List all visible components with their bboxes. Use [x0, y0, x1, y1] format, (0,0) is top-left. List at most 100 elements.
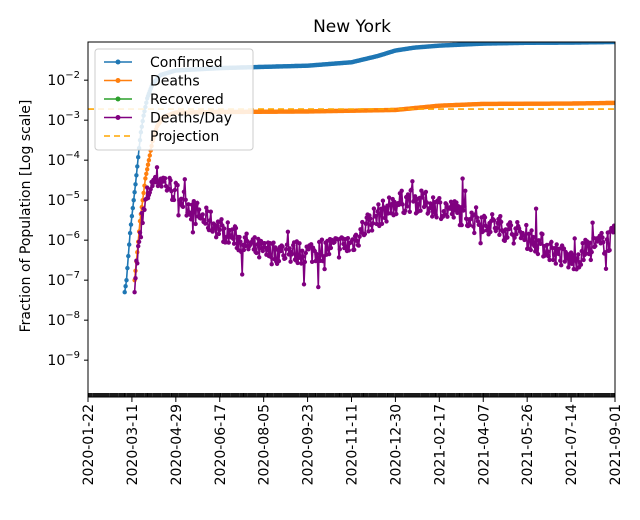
legend-marker-deaths: [115, 78, 121, 83]
series-confirmed-point: [132, 190, 137, 195]
series-deaths-day-point: [459, 222, 464, 228]
series-deaths-day-point: [200, 212, 205, 217]
series-deaths-day-point: [193, 221, 198, 227]
series-deaths-point: [147, 153, 152, 158]
series-deaths-day-point: [394, 211, 399, 217]
series-deaths-day-point: [430, 195, 436, 200]
series-deaths-day-point: [578, 262, 584, 267]
series-deaths-day-point: [527, 238, 533, 243]
x-tick-label: 2021-05-26: [520, 404, 536, 485]
series-deaths-day-point: [612, 226, 615, 231]
series-deaths-point: [145, 162, 151, 167]
series-deaths-day-point: [407, 209, 412, 214]
series-deaths-day-point: [430, 214, 435, 219]
series-deaths-day-point: [449, 211, 455, 217]
series-deaths-day-point: [219, 217, 224, 222]
series-deaths-day-point: [400, 202, 405, 207]
series-deaths-day-point: [316, 284, 321, 290]
series-deaths-day-point: [529, 228, 534, 233]
series-deaths-day-point: [450, 202, 455, 208]
series-deaths-day-point: [581, 257, 586, 263]
series-deaths-day-point: [283, 247, 289, 252]
series-deaths-day-point: [252, 235, 257, 240]
y-axis-label: Fraction of Population [Log scale]: [18, 100, 34, 333]
x-tick-label: 2020-06-17: [213, 404, 229, 485]
series-confirmed-point: [136, 155, 141, 160]
series-deaths-day-point: [183, 197, 188, 202]
series-deaths-day-point: [222, 226, 227, 231]
series-deaths-day-point: [467, 222, 472, 228]
series-deaths-day-point: [371, 206, 377, 211]
series-deaths-day-point: [462, 203, 467, 209]
series-deaths-day-point: [538, 241, 543, 246]
series-deaths-day-point: [531, 234, 536, 240]
series-deaths-point: [141, 190, 146, 196]
series-deaths-day-point: [214, 223, 220, 228]
series-confirmed-point: [128, 222, 134, 227]
series-deaths-day-point: [475, 219, 481, 224]
series-deaths-day-point: [214, 235, 219, 240]
series-deaths-day-point: [208, 209, 213, 214]
series-deaths-day-point: [588, 257, 593, 263]
series-deaths-day-point: [265, 247, 270, 253]
series-deaths-day-point: [326, 251, 332, 257]
series-deaths-day-point: [556, 251, 561, 257]
series-deaths-day-point: [176, 213, 181, 218]
series-deaths-day-point: [482, 215, 488, 220]
series-deaths-day-point: [168, 178, 173, 183]
series-deaths-day-point: [526, 231, 532, 236]
series-deaths-day-point: [561, 246, 567, 251]
series-confirmed-point: [135, 164, 140, 169]
series-deaths-day-point: [315, 255, 320, 260]
series-confirmed-point: [612, 42, 615, 45]
series-deaths-day-point: [138, 235, 144, 240]
series-deaths-day-point: [546, 254, 551, 259]
series-deaths-day-point: [451, 215, 456, 220]
series-deaths-day-point: [551, 257, 556, 263]
series-deaths-day-point: [508, 223, 514, 228]
series-deaths-day-point: [604, 237, 610, 242]
series-deaths-day-point: [238, 239, 243, 244]
series-deaths-day-point: [434, 215, 439, 220]
series-deaths-day-point: [488, 229, 493, 235]
y-tick-label: 10−8: [47, 310, 80, 329]
series-deaths-day-point: [295, 260, 300, 266]
series-deaths-day-point: [491, 218, 497, 223]
series-deaths-day-point: [363, 221, 368, 226]
x-tick-label: 2020-08-05: [257, 404, 273, 485]
series-deaths-day-point: [551, 252, 557, 257]
legend-label-recovered: Recovered: [150, 92, 224, 108]
series-deaths-day-point: [269, 262, 274, 267]
x-tick-label: 2020-01-22: [81, 404, 97, 485]
series-deaths-day-point: [512, 235, 517, 240]
series-deaths-day-point: [484, 228, 489, 233]
series-deaths-day-point: [195, 200, 200, 206]
series-confirmed-point: [123, 284, 128, 289]
series-deaths-day-point: [204, 205, 209, 210]
series-deaths-point: [144, 171, 149, 176]
x-tick-label: 2021-02-17: [432, 404, 448, 485]
series-deaths-day-point: [603, 266, 609, 271]
series-deaths-day-point: [575, 256, 580, 261]
series-deaths-day-point: [426, 209, 431, 214]
series-deaths-day-point: [190, 230, 196, 235]
y-tick-label: 10−7: [47, 270, 80, 289]
series-deaths-day-point: [145, 185, 150, 190]
series-deaths-day-point: [515, 220, 520, 225]
series-deaths-day-point: [498, 214, 503, 219]
series-deaths-day-point: [602, 250, 608, 255]
series-deaths-day-point: [181, 189, 187, 194]
series-deaths-day-point: [153, 174, 158, 180]
series-deaths-day-point: [171, 197, 177, 203]
series-deaths-day-point: [463, 188, 468, 193]
series-deaths-day-point: [448, 199, 454, 204]
legend-label-deaths-day: Deaths/Day: [150, 111, 232, 127]
series-deaths-day-point: [299, 261, 304, 266]
x-tick-label: 2021-04-07: [476, 404, 492, 485]
series-deaths-day-point: [406, 195, 412, 200]
series-deaths-day-point: [356, 243, 361, 248]
y-tick-label: 10−6: [47, 230, 80, 249]
series-deaths-day-point: [528, 247, 533, 253]
series-deaths-day-point: [404, 204, 410, 209]
series-deaths-day-point: [231, 236, 236, 241]
